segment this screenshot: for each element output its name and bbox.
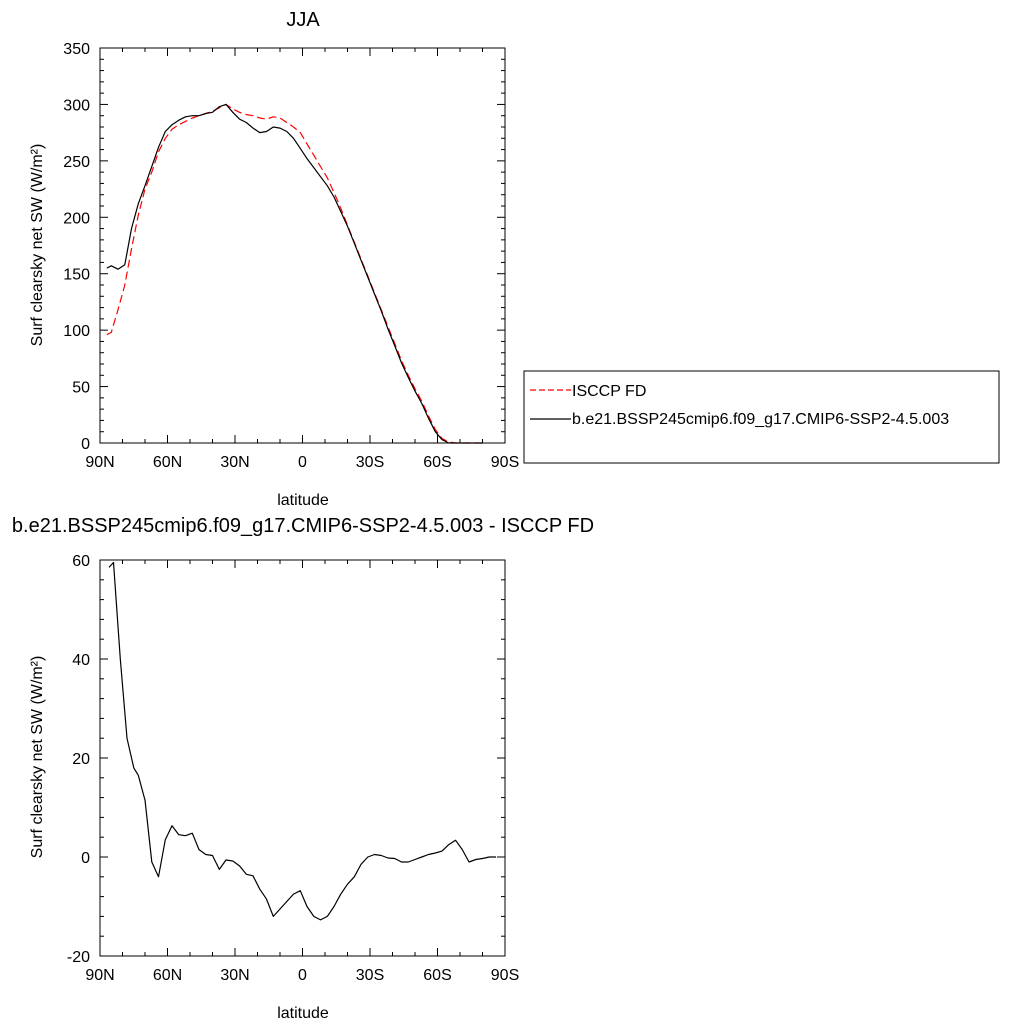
- top-y-tick-label: 100: [63, 323, 90, 340]
- top-panel-axes: 90N 60N 30N 0 30S 60S 90S 0 50 100 150 200 250 300 350: [63, 41, 519, 471]
- top-y-tick-label: 250: [63, 154, 90, 171]
- top-x-tick-label: 0: [298, 454, 307, 471]
- bottom-y-tick-label: 20: [72, 751, 90, 768]
- bottom-x-tick-label: 30N: [220, 967, 249, 984]
- bottom-x-tick-label: 60S: [423, 967, 451, 984]
- top-x-tick-label: 30N: [220, 454, 249, 471]
- top-panel-y-axis-label: Surf clearsky net SW (W/m²): [29, 144, 46, 347]
- top-panel-title: JJA: [286, 9, 320, 31]
- top-panel-plot-frame: [99, 47, 506, 444]
- bottom-y-tick-label: 60: [72, 553, 90, 570]
- bottom-x-tick-label: 30S: [356, 967, 384, 984]
- bottom-x-tick-label: 90S: [491, 967, 519, 984]
- bottom-panel-x-axis-label: latitude: [277, 1005, 329, 1022]
- top-x-tick-label: 60N: [153, 454, 182, 471]
- top-series-line-1: [106, 103, 483, 444]
- bottom-series-line-0: [108, 561, 496, 921]
- legend: ISCCP FD b.e21.BSSP245cmip6.f09_g17.CMIP…: [523, 370, 1000, 464]
- top-panel: JJA 90N 60N 30N 0 30S 60S 90S 0 50 100 150 200 250 30…: [29, 9, 519, 509]
- top-x-tick-label: 30S: [356, 454, 384, 471]
- top-y-tick-label: 200: [63, 210, 90, 227]
- bottom-x-tick-label: 60N: [153, 967, 182, 984]
- legend-label-isccp-fd: ISCCP FD: [572, 383, 646, 400]
- bottom-y-tick-label: 40: [72, 652, 90, 669]
- top-x-tick-label: 90S: [491, 454, 519, 471]
- bottom-x-tick-label: 0: [298, 967, 307, 984]
- legend-item-isccp-fd: ISCCP FD: [530, 383, 646, 400]
- bottom-panel-title: b.e21.BSSP245cmip6.f09_g17.CMIP6-SSP2-4.…: [12, 515, 594, 537]
- top-y-tick-label: 50: [72, 380, 90, 397]
- bottom-y-tick-label: 0: [81, 850, 90, 867]
- top-x-tick-label: 90N: [85, 454, 114, 471]
- legend-label-model: b.e21.BSSP245cmip6.f09_g17.CMIP6-SSP2-4.…: [572, 411, 949, 428]
- legend-item-model: b.e21.BSSP245cmip6.f09_g17.CMIP6-SSP2-4.…: [530, 411, 949, 428]
- top-panel-x-axis-label: latitude: [277, 492, 329, 509]
- top-y-tick-label: 300: [63, 97, 90, 114]
- legend-box: [523, 370, 1000, 464]
- top-y-tick-label: 150: [63, 267, 90, 284]
- bottom-y-tick-label: -20: [67, 949, 90, 966]
- top-y-tick-label: 0: [81, 436, 90, 453]
- bottom-panel-lines: [108, 561, 496, 921]
- bottom-x-tick-label: 90N: [85, 967, 114, 984]
- bottom-panel-y-axis-label: Surf clearsky net SW (W/m²): [29, 656, 46, 859]
- top-y-tick-label: 350: [63, 41, 90, 58]
- top-panel-lines: [106, 103, 483, 444]
- top-x-tick-label: 60S: [423, 454, 451, 471]
- bottom-panel: b.e21.BSSP245cmip6.f09_g17.CMIP6-SSP2-4.…: [12, 515, 594, 1022]
- bottom-panel-axes: 90N 60N 30N 0 30S 60S 90S -20 0 20 40 60: [67, 553, 519, 984]
- top-series-line-0: [106, 103, 483, 444]
